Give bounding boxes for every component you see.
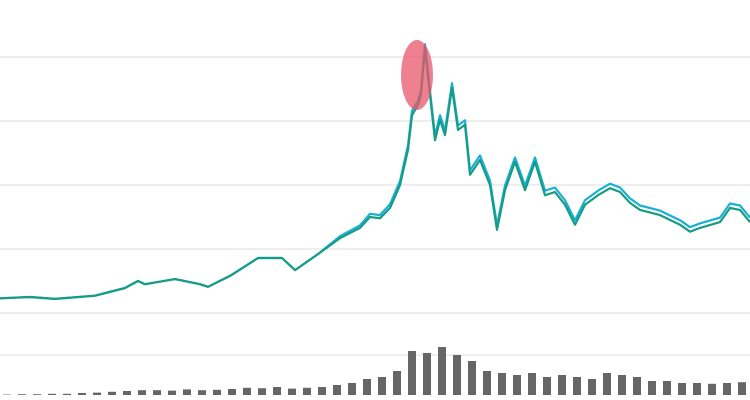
volume-bar — [558, 375, 566, 395]
volume-bar — [33, 394, 41, 395]
volume-bar — [378, 377, 386, 395]
volume-bar — [93, 392, 101, 395]
volume-bar — [348, 383, 356, 395]
price-line — [0, 43, 750, 300]
volume-bar — [708, 383, 716, 395]
volume-bar — [438, 347, 446, 395]
volume-bar — [288, 388, 296, 395]
volume-bar — [273, 387, 281, 395]
volume-bar — [258, 388, 266, 395]
volume-bar — [153, 390, 161, 395]
volume-bar — [663, 381, 671, 395]
volume-bar — [318, 387, 326, 395]
volume-bar — [453, 355, 461, 395]
volume-bar — [603, 373, 611, 395]
volume-bar — [738, 382, 746, 395]
volume-bar — [138, 390, 146, 395]
volume-bar — [408, 351, 416, 395]
volume-bar — [423, 353, 431, 395]
volume-bar — [108, 391, 116, 395]
volume-bar — [573, 377, 581, 395]
volume-bar — [483, 371, 491, 395]
volume-bar — [213, 389, 221, 395]
volume-bar — [468, 361, 476, 395]
volume-bar — [393, 371, 401, 395]
volume-bar — [513, 375, 521, 395]
volume-bar — [648, 381, 656, 395]
volume-bar — [363, 379, 371, 395]
price-line — [0, 46, 750, 300]
volume-bar — [723, 383, 731, 395]
volume-bar — [618, 375, 626, 395]
volume-bar — [78, 393, 86, 395]
volume-bar — [123, 391, 131, 395]
volume-bar — [183, 389, 191, 395]
volume-bar — [243, 387, 251, 395]
volume-bar — [63, 393, 71, 395]
volume-bar — [693, 383, 701, 395]
volume-bar — [18, 394, 26, 395]
volume-bar — [498, 373, 506, 395]
volume-bar — [528, 373, 536, 395]
volume-bar — [333, 385, 341, 395]
highlight — [401, 40, 433, 110]
volume-bar — [48, 393, 56, 395]
volume-bar — [588, 379, 596, 395]
volume-bar — [198, 390, 206, 395]
volume-bar — [168, 390, 176, 395]
volume-bar — [228, 389, 236, 395]
volume-bar — [303, 387, 311, 395]
volume-bar — [678, 383, 686, 395]
volume-bar — [543, 377, 551, 395]
volume-bar — [633, 377, 641, 395]
